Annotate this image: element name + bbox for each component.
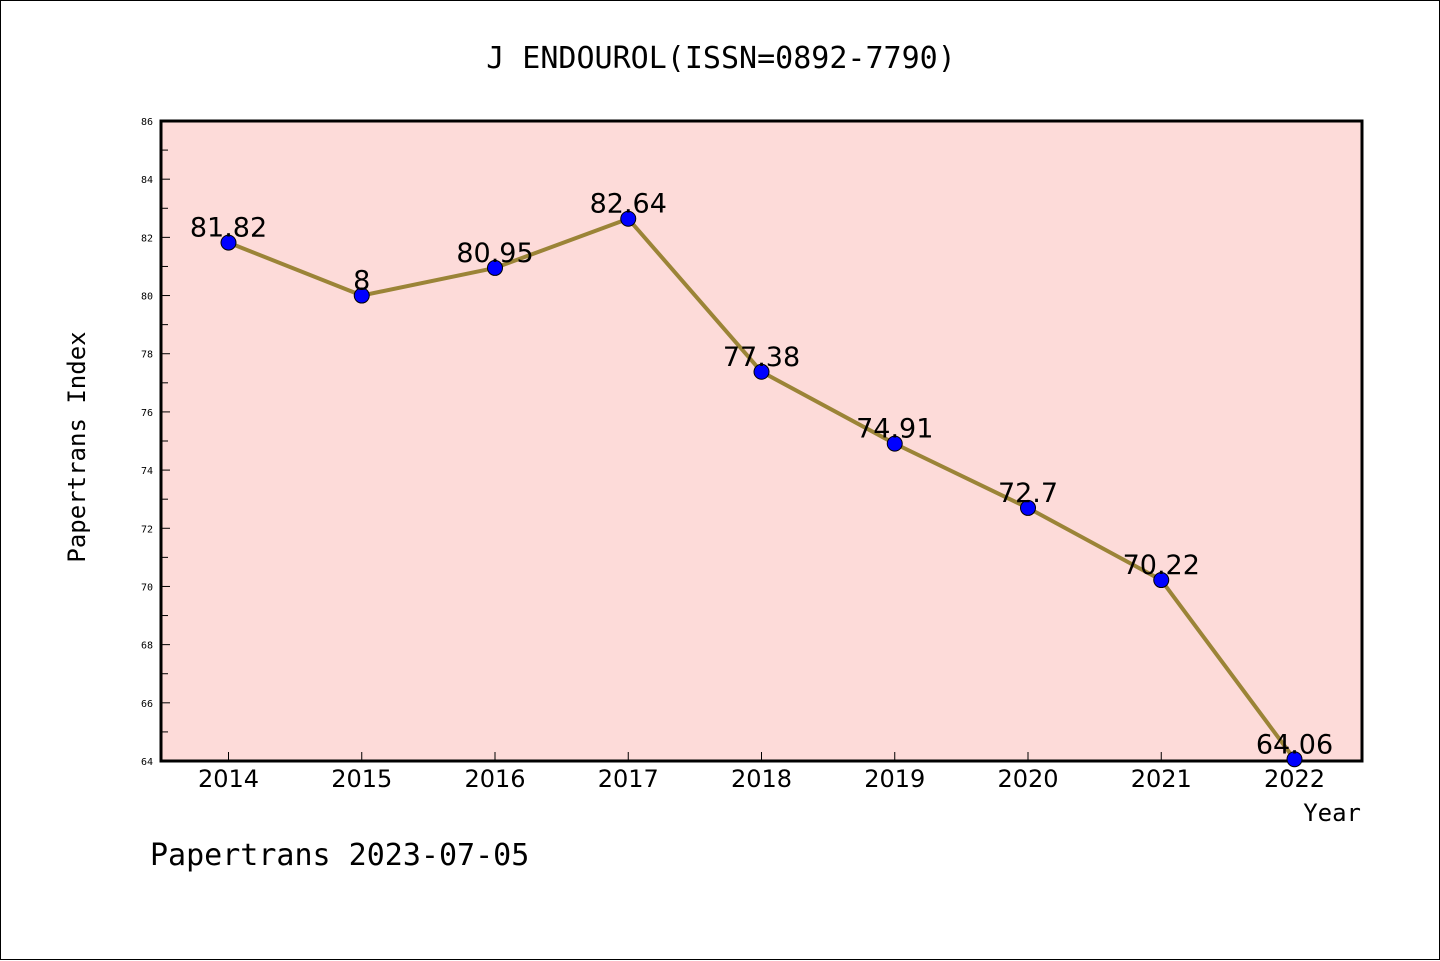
data-point-marker: [487, 259, 503, 276]
x-tick-label: 2019: [864, 765, 925, 793]
x-axis-title: Year: [1303, 799, 1361, 827]
data-point-marker: [220, 234, 237, 251]
series-markers: [220, 210, 1303, 768]
y-axis: 64 66 68 70 72 74 76 78 80 82 84 86: [141, 117, 170, 768]
x-tick-label: 2015: [331, 765, 392, 793]
x-tick-label: 2020: [997, 765, 1058, 793]
data-label: 81.82: [190, 213, 267, 244]
x-tick-label: 2016: [464, 765, 525, 793]
data-label: 70.22: [1123, 550, 1200, 581]
y-tick-label: 66: [141, 699, 153, 710]
y-tick-label: 70: [141, 582, 153, 593]
y-tick-label: 64: [141, 757, 153, 768]
y-tick-label: 78: [141, 350, 153, 361]
data-label: 8: [353, 266, 370, 297]
y-tick-label: 72: [141, 524, 153, 535]
data-point-marker: [753, 363, 770, 380]
x-tick-label: 2021: [1131, 765, 1192, 793]
data-label: 77.38: [723, 342, 800, 373]
data-label: 74.91: [856, 414, 933, 445]
data-point-marker: [1153, 572, 1170, 589]
y-axis-title: Papertrans Index: [63, 331, 91, 562]
x-tick-label: 2017: [598, 765, 659, 793]
x-tick-label: 2014: [198, 765, 259, 793]
data-label: 80.95: [456, 238, 533, 269]
data-label: 82.64: [590, 189, 667, 220]
y-tick-label: 84: [141, 175, 153, 186]
data-point-marker: [353, 287, 370, 304]
y-tick-label: 80: [141, 292, 153, 303]
data-point-marker: [620, 210, 637, 227]
x-tick-label: 2018: [731, 765, 792, 793]
y-tick-label: 68: [141, 641, 153, 652]
data-point-marker: [886, 435, 903, 452]
y-tick-label: 76: [141, 408, 153, 419]
y-tick-label: 86: [141, 117, 153, 128]
chart-title: J ENDOUROL(ISSN=0892-7790): [486, 41, 956, 76]
footer-watermark: Papertrans 2023-07-05: [150, 838, 529, 873]
data-labels: 81.82 8 80.95 82.64 77.38 74.91 72.7 70.22 64.06: [190, 189, 1333, 761]
data-label: 64.06: [1256, 729, 1333, 760]
data-point-marker: [1020, 499, 1036, 516]
y-tick-label: 74: [141, 466, 153, 477]
data-label: 72.7: [998, 478, 1058, 509]
y-tick-label: 82: [141, 233, 153, 244]
plot-area: [159, 119, 1364, 763]
x-tick-label: 2022: [1264, 765, 1325, 793]
data-point-marker: [1286, 751, 1303, 768]
x-axis: 2014 2015 2016 2017 2018 2019 2020 2021 2022: [198, 752, 1325, 793]
